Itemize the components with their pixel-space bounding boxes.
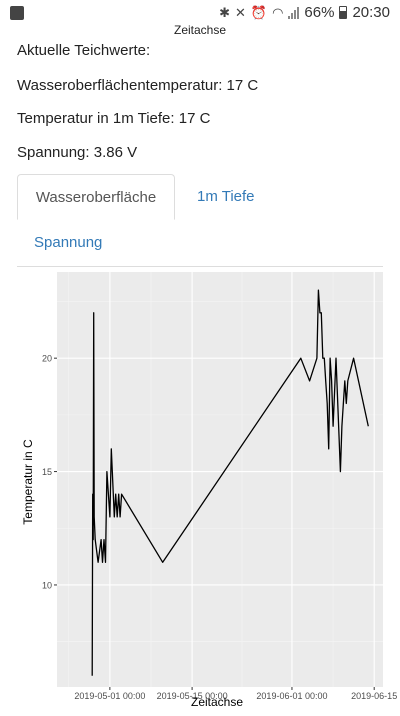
y-axis: 10 15 20 bbox=[42, 354, 57, 590]
voltage-reading: Spannung: 3.86 V bbox=[17, 144, 138, 161]
tab-bar: Wasseroberfläche 1m Tiefe Spannung bbox=[17, 174, 383, 267]
x-axis: 2019-05-01 00:00 2019-05-15 00:00 2019-06-… bbox=[74, 687, 397, 701]
x-tick-label: 2019-06-01 00:00 bbox=[256, 691, 327, 701]
status-bar: ✱ ✕ ⏰ ◠ 66% 20:30 bbox=[0, 0, 400, 30]
surface-temperature: Wasseroberflächentemperatur: 17 C bbox=[17, 77, 259, 94]
mute-icon: ✕ bbox=[234, 4, 246, 20]
app-icon bbox=[10, 6, 24, 20]
tab-wasseroberflaeche[interactable]: Wasseroberfläche bbox=[17, 174, 175, 220]
tab-1m-tiefe[interactable]: 1m Tiefe bbox=[197, 188, 255, 205]
signal-icon bbox=[288, 6, 300, 19]
temperature-chart: 10 15 20 2019-05-01 00:00 2019-05-15 00:00 2… bbox=[0, 266, 400, 711]
x-tick-label: 2019-05-01 00:00 bbox=[74, 691, 145, 701]
readings-header: Aktuelle Teichwerte: bbox=[17, 42, 151, 59]
battery-percent: 66% bbox=[304, 4, 335, 21]
clock: 20:30 bbox=[352, 4, 390, 21]
x-axis-title: Zeitachse bbox=[191, 695, 243, 709]
alarm-icon: ⏰ bbox=[250, 4, 268, 20]
y-tick-label: 20 bbox=[42, 354, 52, 364]
plot-panel bbox=[57, 272, 383, 687]
series-layer bbox=[91, 289, 369, 676]
status-icons: ✱ ✕ ⏰ ◠ 66% 20:30 bbox=[219, 4, 390, 21]
top-axis-label: Zeitachse bbox=[173, 23, 227, 37]
tab-spannung[interactable]: Spannung bbox=[34, 234, 103, 251]
bluetooth-icon: ✱ bbox=[219, 4, 230, 20]
wifi-icon: ◠ bbox=[272, 4, 284, 20]
y-axis-title: Temperatur in C bbox=[21, 439, 35, 525]
series-line bbox=[91, 289, 369, 676]
x-tick-label: 2019-05-15 00:00 bbox=[157, 691, 228, 701]
y-tick-label: 10 bbox=[42, 580, 52, 590]
x-tick-label: 2019-06-15 bbox=[351, 691, 397, 701]
depth-temperature: Temperatur in 1m Tiefe: 17 C bbox=[17, 110, 211, 127]
y-tick-label: 15 bbox=[42, 467, 52, 477]
battery-icon bbox=[339, 6, 348, 19]
